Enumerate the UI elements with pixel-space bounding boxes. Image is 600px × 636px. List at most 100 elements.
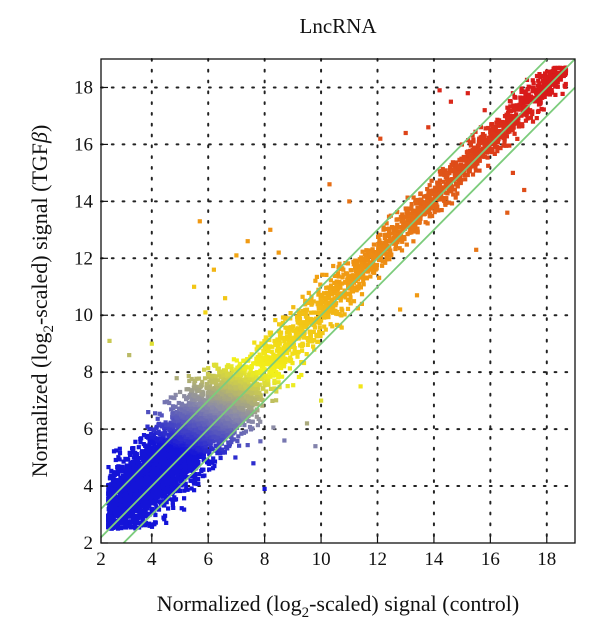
data-point-511 <box>359 255 364 260</box>
data-point-4888 <box>467 140 472 145</box>
data-point-1156 <box>359 301 364 306</box>
data-point-2736 <box>162 425 167 430</box>
data-point-4612 <box>143 505 149 510</box>
data-point-4614 <box>346 274 351 280</box>
data-point-2936 <box>276 357 281 362</box>
data-point-3821 <box>345 306 351 311</box>
data-point-3449 <box>345 277 350 282</box>
data-point-4602 <box>221 405 226 410</box>
data-point-1489 <box>329 297 334 302</box>
data-point-4784 <box>131 481 136 486</box>
data-point-4266 <box>188 402 193 407</box>
data-point-4453 <box>107 523 112 528</box>
data-point-3810 <box>534 116 539 121</box>
data-point-4016 <box>200 474 205 479</box>
data-point-4086 <box>400 227 405 232</box>
data-point-3442 <box>160 494 165 499</box>
data-point-4936 <box>261 361 266 366</box>
data-point-4622 <box>222 401 227 406</box>
data-point-532 <box>425 196 430 201</box>
data-point-1886 <box>480 146 485 151</box>
data-point-3540 <box>131 449 136 454</box>
data-point-3923 <box>493 128 498 133</box>
data-point-4291 <box>459 156 464 161</box>
data-point-2683 <box>258 393 263 398</box>
data-point-4061 <box>249 401 255 406</box>
data-point-1233 <box>535 98 540 104</box>
data-point-4907 <box>152 477 157 482</box>
data-point-3674 <box>435 187 440 192</box>
data-point-4435 <box>485 155 490 160</box>
data-point-2757 <box>350 276 355 281</box>
data-point-3651 <box>125 511 130 516</box>
data-point-3145 <box>558 65 563 70</box>
data-point-74 <box>153 431 159 436</box>
data-point-3444 <box>353 274 358 279</box>
data-point-4313 <box>241 399 246 404</box>
data-point-2511 <box>287 347 292 352</box>
data-point-4047 <box>320 272 325 277</box>
data-point-4631 <box>182 425 187 430</box>
data-point-4924 <box>220 410 225 416</box>
data-point-2840 <box>182 507 187 512</box>
data-point-1366 <box>432 185 437 190</box>
data-point-4938 <box>223 383 228 388</box>
data-point-4149 <box>316 320 321 325</box>
data-point-4344 <box>208 436 213 441</box>
data-point-4166 <box>158 499 163 505</box>
data-point-273 <box>338 291 343 296</box>
data-point-2587 <box>516 124 521 129</box>
data-point-77 <box>253 410 258 415</box>
data-point-1432 <box>150 440 155 445</box>
data-point-4813 <box>159 489 164 495</box>
data-point-2519 <box>215 451 220 456</box>
data-point-4508 <box>323 327 328 332</box>
data-point-3903 <box>148 445 153 450</box>
data-point-3959 <box>319 318 324 323</box>
data-point-4479 <box>262 355 267 360</box>
data-point-4059 <box>543 71 548 76</box>
data-point-4834 <box>508 113 513 118</box>
data-point-1052 <box>168 395 173 400</box>
data-point-3993 <box>384 221 389 226</box>
data-point-4379 <box>271 373 276 378</box>
data-point-2135 <box>296 374 301 380</box>
data-point-4497 <box>293 330 298 335</box>
data-point-3191 <box>345 261 351 266</box>
data-point-3478 <box>311 329 316 334</box>
data-point-3789 <box>377 275 382 280</box>
data-point-4524 <box>132 523 137 528</box>
data-point-2591 <box>260 364 265 369</box>
data-point-3815 <box>318 298 323 303</box>
data-point-841 <box>305 342 310 347</box>
data-point-4862 <box>130 483 135 488</box>
data-point-3387 <box>368 261 373 266</box>
data-point-3298 <box>464 164 469 169</box>
data-point-4662 <box>526 99 531 104</box>
data-point-2785 <box>201 397 206 403</box>
data-point-3745 <box>167 491 172 497</box>
data-point-2841 <box>201 454 206 459</box>
data-point-806 <box>415 205 420 210</box>
data-point-793 <box>186 387 191 392</box>
data-point-4309 <box>220 370 225 375</box>
data-point-381 <box>332 280 337 285</box>
data-point-3399 <box>219 374 224 380</box>
data-point-4954 <box>218 451 223 456</box>
data-point-1413 <box>347 291 353 296</box>
data-point-769 <box>555 84 560 89</box>
data-point-4426 <box>199 392 204 397</box>
data-point-2237 <box>411 195 416 200</box>
data-point-4082 <box>519 112 524 118</box>
data-point-3790 <box>175 471 181 476</box>
data-point-4517 <box>293 336 298 341</box>
data-point-4977 <box>161 451 166 456</box>
data-point-4635 <box>275 364 280 369</box>
data-point-3440 <box>360 249 365 254</box>
data-point-536 <box>236 434 241 439</box>
data-point-4455 <box>137 494 142 500</box>
data-point-2349 <box>398 224 403 230</box>
data-point-1757 <box>278 360 283 365</box>
data-point-3819 <box>213 443 218 449</box>
data-point-4000 <box>121 459 126 464</box>
